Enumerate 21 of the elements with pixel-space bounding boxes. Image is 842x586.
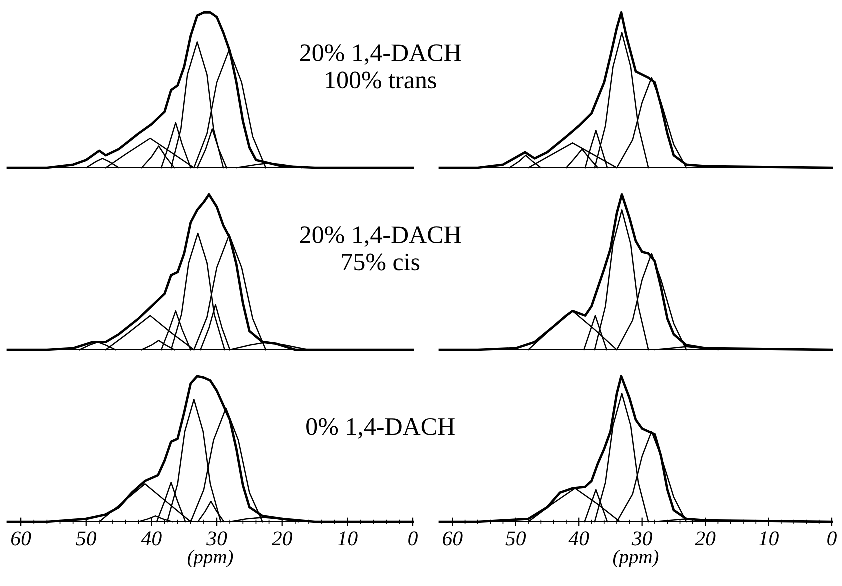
x-tick-label: 40	[568, 532, 590, 546]
annotation: 20% 1,4-DACH	[300, 226, 462, 248]
x-axis-title: (ppm)	[613, 550, 659, 568]
x-tick-label: 10	[338, 532, 358, 546]
x-tick-label: 0	[828, 532, 837, 546]
x-axis-title: (ppm)	[188, 550, 234, 568]
x-tick-label: 50	[76, 532, 97, 546]
annotation: 20% 1,4-DACH	[300, 44, 462, 66]
annotation: 0% 1,4-DACH	[306, 418, 455, 439]
x-tick-label: 50	[506, 532, 526, 546]
x-tick-label: 40	[141, 532, 162, 546]
x-tick-label: 30	[206, 532, 228, 546]
x-tick-label: 20	[695, 532, 716, 546]
x-tick-label: 10	[759, 532, 779, 546]
x-tick-label: 0	[408, 532, 418, 546]
annotation: 100% trans	[326, 72, 436, 89]
x-tick-label: 30	[632, 532, 652, 546]
x-tick-label: 60	[11, 532, 32, 546]
x-tick-label: 20	[272, 532, 293, 546]
x-tick-label: 60	[443, 532, 463, 546]
annotation: 75% cis	[342, 254, 420, 271]
